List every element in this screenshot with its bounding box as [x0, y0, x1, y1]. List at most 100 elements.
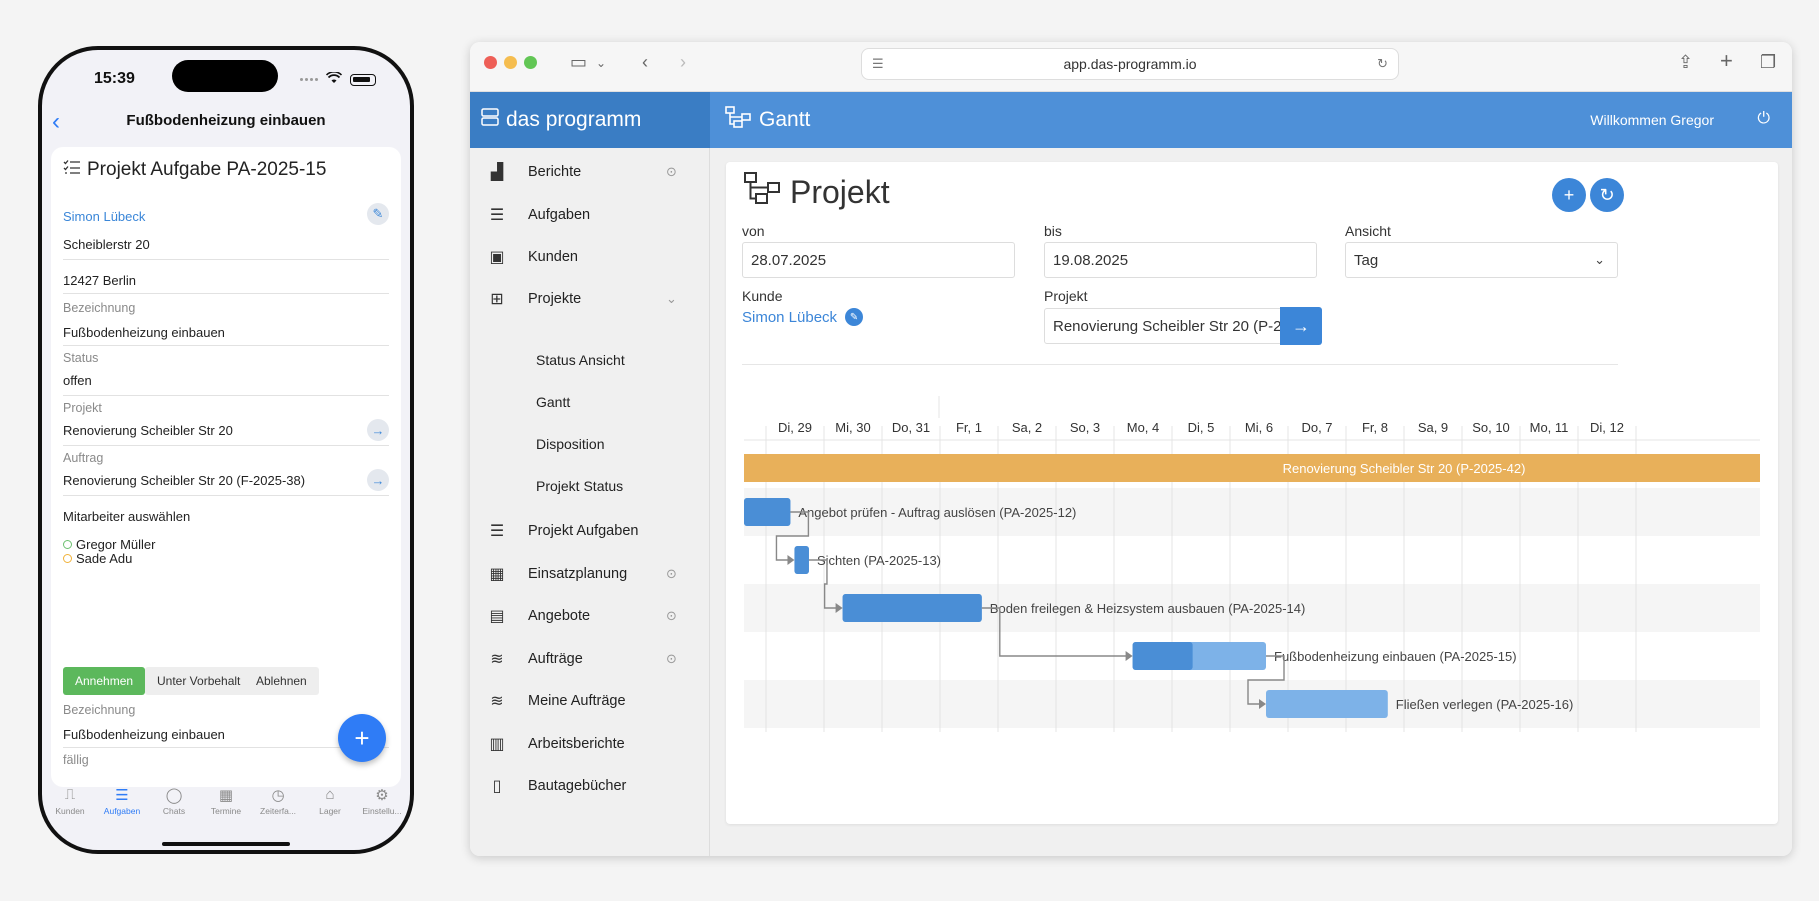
tab-zeiterfassung[interactable]: ◷ Zeiterfa...	[253, 786, 303, 826]
url-text: app.das-programm.io	[1063, 56, 1197, 72]
tab-bar: ⎍ Kunden ☰ Aufgaben ◯ Chats ▦ Termine ◷ Zeite…	[42, 786, 410, 826]
brand[interactable]: das programm	[470, 92, 710, 148]
field-label: Status	[63, 351, 99, 365]
chevron-right-icon: ⊙	[666, 566, 677, 581]
sidebar-toggle-icon[interactable]: ▭	[570, 52, 588, 72]
back-icon[interactable]: ‹	[52, 108, 60, 135]
chevron-down-icon[interactable]: ⌄	[596, 56, 607, 70]
employee-name: Gregor Müller	[76, 537, 156, 552]
chevron-right-icon: ⊙	[666, 651, 677, 666]
minimize-window-button[interactable]	[504, 56, 517, 69]
view-select[interactable]: Tag ⌄	[1345, 242, 1618, 278]
gantt-task-label: Fließen verlegen (PA-2025-16)	[1396, 697, 1574, 712]
wifi-icon	[325, 71, 343, 87]
add-button[interactable]: +	[1552, 178, 1586, 212]
clock-icon: ◷	[271, 787, 285, 804]
tab-chats[interactable]: ◯ Chats	[149, 786, 199, 826]
gantt-day-label: Sa, 9	[1418, 420, 1448, 435]
field-value[interactable]: Renovierung Scheibler Str 20 (F-2025-38)	[63, 473, 306, 488]
refresh-button[interactable]: ↻	[1590, 178, 1624, 212]
handshake-icon: ≋	[490, 693, 504, 710]
employee-name: Sade Adu	[76, 551, 133, 566]
reload-icon[interactable]: ↻	[1377, 56, 1388, 71]
street-value: Scheiblerstr 20	[63, 237, 150, 252]
field-value[interactable]: offen	[63, 373, 92, 388]
maximize-window-button[interactable]	[524, 56, 537, 69]
forward-icon[interactable]: ›	[680, 52, 686, 72]
sidebar-item-projekt-aufgaben[interactable]: ☰ Projekt Aufgaben	[470, 513, 710, 549]
field-value[interactable]: Fußbodenheizung einbauen	[63, 325, 225, 340]
tab-lager[interactable]: ⌂ Lager	[305, 786, 355, 826]
sidebar-item-einsatzplanung[interactable]: ▦ Einsatzplanung ⊙	[470, 556, 710, 592]
share-icon[interactable]: ⇪	[1678, 52, 1694, 72]
hierarchy-icon	[725, 106, 751, 134]
gantt-dependency-line	[808, 559, 841, 609]
sidebar-item-aufgaben[interactable]: ☰ Aufgaben	[470, 197, 710, 233]
employees-select[interactable]: Mitarbeiter auswählen	[63, 509, 191, 524]
sidebar-sub-projekt-status[interactable]: Projekt Status	[536, 478, 624, 494]
power-icon[interactable]: ⏻	[1757, 110, 1770, 127]
sidebar-item-arbeitsberichte[interactable]: ▥ Arbeitsberichte	[470, 726, 710, 762]
edit-icon[interactable]: ✎	[845, 308, 864, 326]
book-icon: ▯	[492, 778, 502, 795]
customer-link[interactable]: Simon Lübeck	[742, 308, 838, 326]
battery-icon	[350, 73, 376, 86]
project-select[interactable]: Renovierung Scheibler Str 20 (P-202	[1044, 308, 1281, 344]
chevron-down-icon: ⌄	[1594, 252, 1605, 267]
sidebar-item-meine-auftraege[interactable]: ≋ Meine Aufträge	[470, 683, 710, 719]
status-time: 15:39	[94, 70, 135, 87]
chart-icon: ▟	[490, 164, 504, 181]
status-bar: 15:39	[42, 50, 410, 110]
tab-kunden[interactable]: ⎍ Kunden	[45, 786, 95, 826]
chevron-right-icon: ⊙	[666, 608, 677, 623]
gantt-day-label: Fr, 8	[1362, 420, 1388, 435]
customer-label: Kunde	[742, 288, 783, 304]
close-window-button[interactable]	[484, 56, 497, 69]
edit-icon[interactable]: ✎	[367, 203, 389, 225]
sidebar-sub-status-ansicht[interactable]: Status Ansicht	[536, 352, 625, 368]
gantt-task-bar[interactable]	[1266, 690, 1388, 718]
field-value[interactable]: Renovierung Scheibler Str 20	[63, 423, 233, 438]
tabs-overview-icon[interactable]: ❐	[1760, 52, 1777, 72]
tab-aufgaben[interactable]: ☰ Aufgaben	[97, 786, 147, 826]
gantt-day-label: Di, 12	[1590, 420, 1624, 435]
tab-termine[interactable]: ▦ Termine	[201, 786, 251, 826]
checklist-icon: ☰	[115, 787, 129, 804]
sidebar-item-projekte[interactable]: ⊞ Projekte ⌄	[470, 281, 710, 317]
employee-row: Gregor Müller	[63, 537, 389, 552]
new-tab-icon[interactable]: +	[1720, 48, 1733, 73]
view-label: Ansicht	[1345, 223, 1391, 239]
sidebar-item-berichte[interactable]: ▟ Berichte ⊙	[470, 154, 710, 190]
decline-button[interactable]: Ablehnen	[244, 667, 319, 695]
go-to-project-button[interactable]: →	[1280, 307, 1322, 345]
sidebar-item-bautagebuecher[interactable]: ▯ Bautagebücher	[470, 768, 710, 804]
back-icon[interactable]: ‹	[642, 52, 648, 72]
gantt-dependency-arrow	[1259, 699, 1266, 709]
arrow-right-icon[interactable]: →	[367, 469, 389, 491]
sidebar-item-angebote[interactable]: ▤ Angebote ⊙	[470, 598, 710, 634]
city-value: 12427 Berlin	[63, 273, 136, 288]
reserve-button[interactable]: Unter Vorbehalt	[145, 667, 253, 695]
add-button[interactable]: +	[338, 714, 386, 762]
arrow-right-icon[interactable]: →	[367, 419, 389, 441]
from-date-input[interactable]: 28.07.2025	[742, 242, 1015, 278]
sidebar-item-auftraege[interactable]: ≋ Aufträge ⊙	[470, 641, 710, 677]
sidebar-item-kunden[interactable]: ▣ Kunden	[470, 239, 710, 275]
gantt-project-bar[interactable]	[744, 454, 1760, 482]
gantt-day-label: Mi, 30	[835, 420, 870, 435]
sidebar-sub-disposition[interactable]: Disposition	[536, 436, 605, 452]
field-value[interactable]: Fußbodenheizung einbauen	[63, 727, 225, 742]
customer-link[interactable]: Simon Lübeck	[63, 209, 146, 224]
handshake-icon: ≋	[490, 651, 504, 668]
gantt-dependency-arrow	[835, 603, 843, 613]
gears-icon: ⚙	[375, 787, 389, 804]
tab-einstellungen[interactable]: ⚙ Einstellu...	[357, 786, 407, 826]
to-date-input[interactable]: 19.08.2025	[1044, 242, 1317, 278]
nav-title: Fußbodenheizung einbauen	[126, 112, 326, 129]
project-panel: Projekt + ↻ von 28.07.2025 bis 19.08.202…	[726, 162, 1778, 824]
report-icon: ▥	[489, 736, 505, 753]
accept-button[interactable]: Annehmen	[63, 667, 146, 695]
sidebar-sub-gantt[interactable]: Gantt	[536, 394, 571, 410]
url-bar[interactable]: ☰ app.das-programm.io ↻	[861, 48, 1399, 80]
pending-circle-icon	[63, 554, 72, 563]
